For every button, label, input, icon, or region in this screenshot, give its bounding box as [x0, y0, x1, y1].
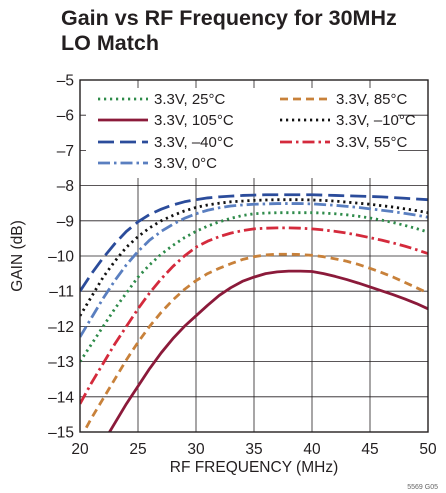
x-tick-label: 35 — [245, 441, 262, 458]
y-tick-label: –8 — [57, 178, 74, 195]
y-tick-label: –15 — [48, 425, 74, 442]
y-tick-label: –11 — [49, 284, 74, 301]
y-axis-label: GAIN (dB) — [9, 220, 26, 291]
legend-label: 3.3V, –40°C — [154, 134, 234, 151]
legend-label: 3.3V, –10°C — [336, 112, 416, 129]
y-tick-label: –7 — [57, 143, 74, 160]
series-line — [107, 269, 428, 432]
y-tick-label: –5 — [57, 73, 74, 90]
y-tick-label: –10 — [48, 249, 74, 266]
tick-labels: 20 25 30 35 40 45 50 –15 –14 –13 –12 –11 –10 –9 –8 –7 –6… — [48, 73, 437, 459]
x-axis-label: RF FREQUENCY (MHz) — [170, 459, 339, 476]
legend-label: 3.3V, 55°C — [336, 134, 407, 151]
plot-frame — [79, 79, 429, 433]
x-tick-label: 50 — [419, 441, 437, 458]
x-tick-label: 30 — [187, 441, 205, 458]
legend-label: 3.3V, 85°C — [336, 91, 407, 108]
y-tick-label: –12 — [48, 319, 74, 336]
y-tick-label: –13 — [48, 354, 74, 371]
legend-label: 3.3V, 105°C — [154, 112, 234, 129]
y-tick-label: –9 — [57, 213, 74, 230]
series-layer — [80, 193, 428, 432]
y-tick-label: –14 — [48, 389, 74, 406]
x-tick-label: 45 — [361, 441, 378, 458]
y-tick-label: –6 — [57, 108, 74, 125]
legend-label: 3.3V, 25°C — [154, 91, 225, 108]
chart-title-line-2: LO Match — [61, 31, 159, 55]
x-tick-label: 20 — [71, 441, 89, 458]
series-line — [80, 211, 428, 363]
x-tick-label: 25 — [129, 441, 146, 458]
series-line — [80, 226, 428, 405]
legend-label: 3.3V, 0°C — [154, 155, 217, 172]
series-line — [80, 193, 428, 292]
chart-title-line-1: Gain vs RF Frequency for 30MHz — [61, 6, 397, 30]
series-line — [82, 252, 428, 432]
figure-id: 5569 G05 — [407, 484, 438, 491]
legend: 3.3V, 25°C 3.3V, 85°C 3.3V, 105°C 3.3V, –10… — [98, 91, 416, 172]
series-line — [80, 198, 428, 317]
x-tick-label: 40 — [303, 441, 321, 458]
chart-title: Gain vs RF Frequency for 30MHz LO Match — [61, 6, 431, 56]
series-line — [80, 202, 428, 338]
